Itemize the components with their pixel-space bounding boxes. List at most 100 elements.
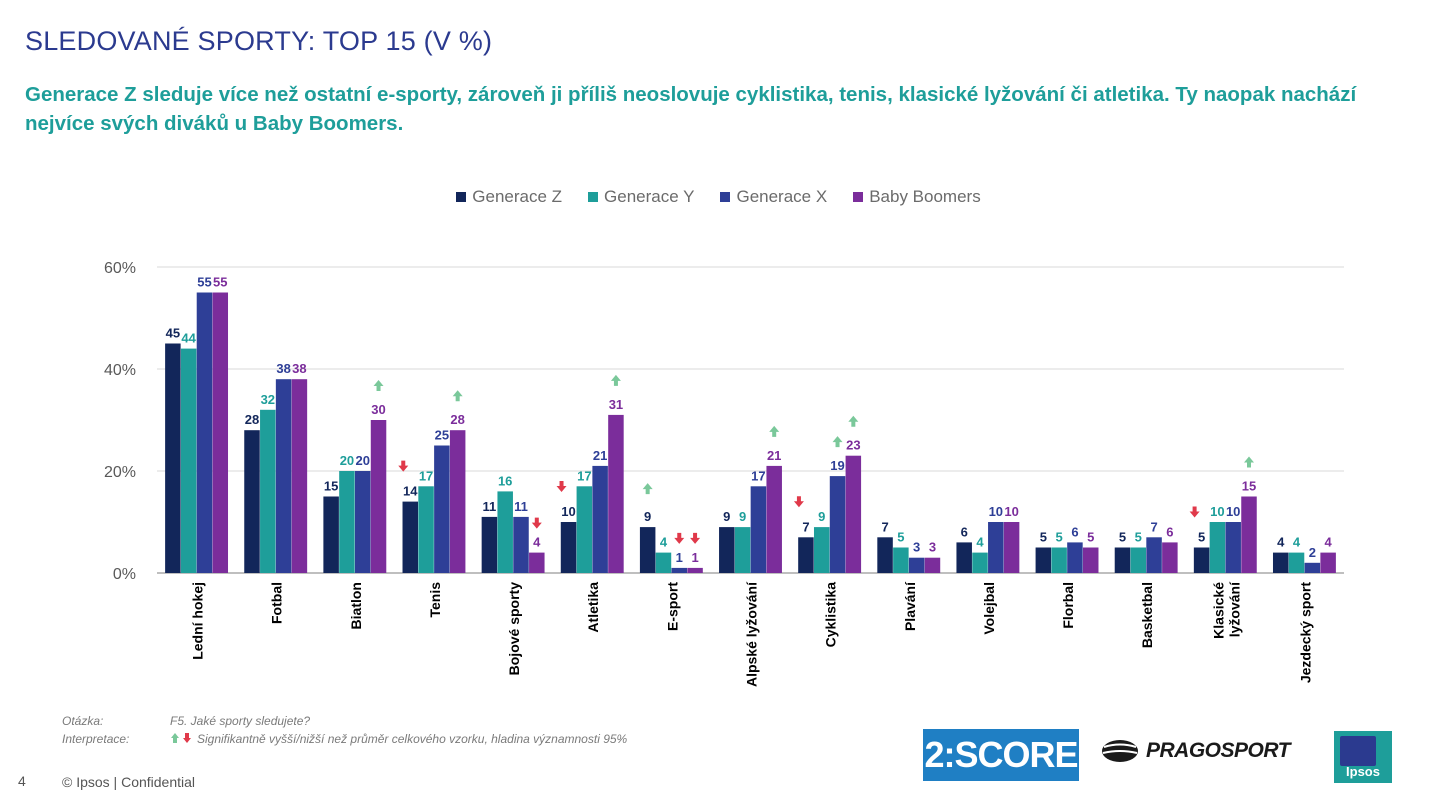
bar bbox=[719, 527, 735, 573]
bar bbox=[687, 567, 703, 573]
data-label: 10 bbox=[1210, 504, 1224, 519]
page-subtitle: Generace Z sleduje více než ostatní e-sp… bbox=[25, 83, 1357, 135]
data-label: 6 bbox=[961, 524, 968, 539]
legend-swatch bbox=[456, 192, 467, 202]
bar bbox=[1114, 547, 1131, 573]
data-label: 7 bbox=[881, 519, 888, 534]
down-arrow-icon bbox=[531, 517, 542, 529]
data-label: 31 bbox=[609, 397, 623, 412]
data-label: 9 bbox=[739, 509, 746, 524]
down-arrow-icon bbox=[793, 496, 804, 508]
x-tick-label: Volejbal bbox=[981, 582, 997, 635]
bar bbox=[275, 379, 292, 573]
bar bbox=[402, 501, 419, 573]
x-tick-label: Tenis bbox=[427, 582, 443, 618]
data-label: 38 bbox=[276, 361, 290, 376]
down-arrow-icon bbox=[690, 532, 701, 544]
bar bbox=[434, 445, 450, 573]
bar bbox=[1146, 537, 1162, 573]
bar bbox=[1162, 542, 1178, 573]
ball-icon bbox=[1102, 740, 1138, 762]
data-label: 1 bbox=[691, 550, 698, 565]
data-label: 25 bbox=[435, 428, 449, 443]
data-label: 5 bbox=[1135, 530, 1142, 545]
data-label: 19 bbox=[830, 458, 844, 473]
legend-item-baby-boomers: Baby Boomers bbox=[853, 187, 981, 207]
bar bbox=[513, 516, 529, 573]
data-label: 38 bbox=[292, 361, 306, 376]
bar bbox=[481, 516, 498, 573]
x-tick-label: Atletika bbox=[585, 582, 601, 633]
data-label: 21 bbox=[593, 448, 607, 463]
ipsos-logo-text: Ipsos bbox=[1346, 764, 1380, 779]
pragosport-logo-text: PRAGOSPORT bbox=[1146, 739, 1290, 762]
bar bbox=[418, 486, 434, 573]
data-label: 45 bbox=[166, 326, 180, 341]
data-label: 11 bbox=[483, 499, 497, 514]
data-label: 9 bbox=[723, 509, 730, 524]
data-label: 5 bbox=[1056, 530, 1063, 545]
bar bbox=[1067, 542, 1083, 573]
page-title: SLEDOVANÉ SPORTY: TOP 15 (V %) bbox=[25, 26, 493, 56]
data-label: 5 bbox=[1198, 530, 1205, 545]
footer-notes: Otázka: F5. Jaké sporty sledujete? Interp… bbox=[62, 712, 627, 748]
data-label: 10 bbox=[1004, 504, 1018, 519]
legend-label: Generace X bbox=[736, 187, 828, 206]
bar bbox=[1082, 547, 1099, 573]
legend-swatch bbox=[853, 192, 864, 202]
data-label: 17 bbox=[419, 468, 433, 483]
x-tick-label: Lední hokej bbox=[190, 582, 206, 660]
x-tick-label: Biatlon bbox=[348, 582, 364, 629]
x-tick-label: Klasickélyžování bbox=[1210, 581, 1242, 639]
bar bbox=[1241, 496, 1257, 573]
data-label: 10 bbox=[561, 504, 575, 519]
data-label: 5 bbox=[1040, 530, 1047, 545]
y-tick-label: 0% bbox=[113, 566, 136, 583]
up-arrow-icon bbox=[642, 483, 653, 495]
data-label: 2 bbox=[1309, 545, 1316, 560]
legend-swatch bbox=[588, 192, 599, 202]
data-label: 15 bbox=[1242, 479, 1256, 494]
data-label: 44 bbox=[181, 331, 196, 346]
bar bbox=[1304, 562, 1321, 573]
data-label: 3 bbox=[913, 540, 920, 555]
up-arrow-icon bbox=[1244, 456, 1254, 468]
bar bbox=[639, 527, 656, 573]
bar bbox=[576, 486, 593, 573]
up-arrow-icon bbox=[848, 415, 859, 427]
bar bbox=[370, 420, 387, 573]
up-down-arrows-icon bbox=[171, 733, 191, 743]
data-label: 28 bbox=[450, 412, 464, 427]
bar bbox=[244, 430, 260, 573]
bar bbox=[1130, 547, 1147, 573]
bar bbox=[1225, 522, 1241, 573]
y-tick-label: 40% bbox=[104, 362, 136, 379]
copyright: © Ipsos | Confidential bbox=[62, 774, 196, 790]
data-label: 20 bbox=[355, 453, 369, 468]
bar bbox=[813, 527, 830, 573]
bar bbox=[655, 552, 672, 573]
bar bbox=[1193, 547, 1210, 573]
data-label: 9 bbox=[644, 509, 651, 524]
bar bbox=[212, 292, 229, 573]
data-label: 28 bbox=[245, 412, 259, 427]
data-label: 14 bbox=[403, 484, 418, 499]
x-tick-label: Florbal bbox=[1060, 582, 1076, 629]
data-label: 55 bbox=[197, 275, 211, 290]
footer-question-row: Otázka: F5. Jaké sporty sledujete? bbox=[62, 712, 627, 730]
bar bbox=[1320, 552, 1336, 573]
data-label: 10 bbox=[1226, 504, 1240, 519]
bar bbox=[560, 522, 577, 573]
bar bbox=[671, 567, 688, 573]
footer-interpretation-text: Signifikantně vyšší/nižší než průměr cel… bbox=[197, 732, 628, 746]
bar bbox=[196, 292, 213, 573]
data-label: 23 bbox=[846, 438, 860, 453]
bar bbox=[165, 343, 181, 573]
data-label: 7 bbox=[1150, 519, 1157, 534]
data-label: 17 bbox=[751, 468, 765, 483]
data-label: 3 bbox=[929, 540, 936, 555]
data-label: 4 bbox=[533, 535, 541, 550]
data-label: 32 bbox=[261, 392, 275, 407]
legend-item-gen-y: Generace Y bbox=[588, 187, 694, 207]
